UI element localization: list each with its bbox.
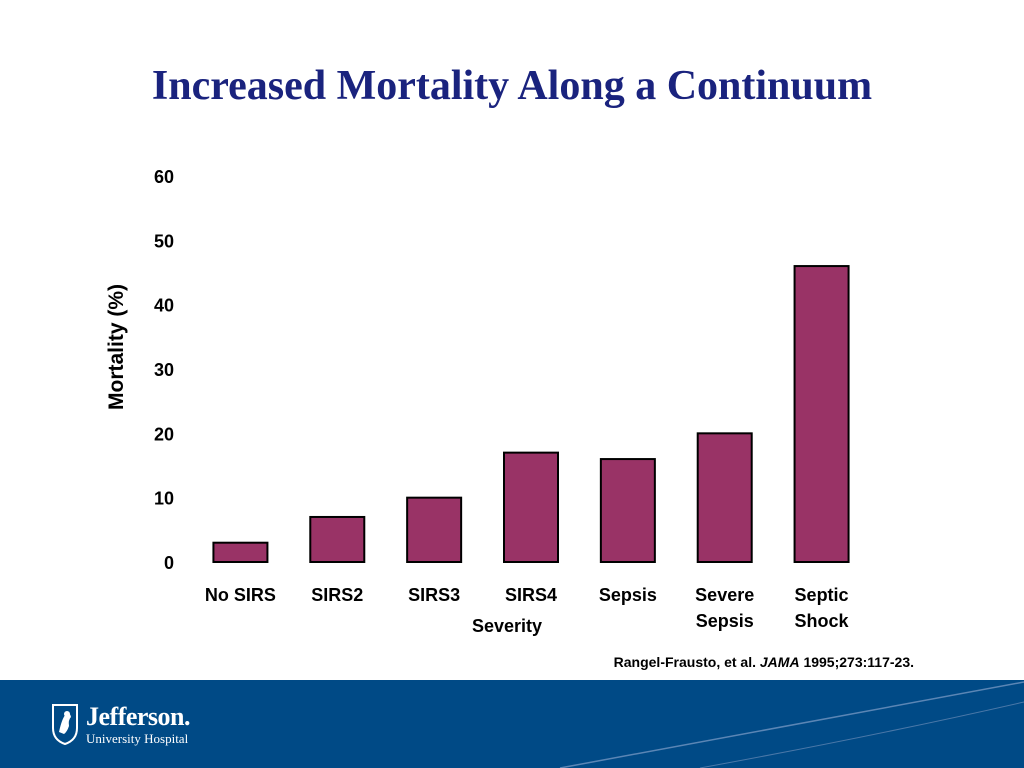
x-axis-label: Severity [472,616,542,636]
bar-chart: 0 10 20 30 40 50 60 Mortality (%) No SIRS SIRS2 SI… [105,167,850,636]
bar-septic-shock [793,265,850,563]
logo-name: Jefferson. [86,701,191,731]
citation-authors: Rangel-Frausto, et al. [613,654,756,670]
citation: Rangel-Frausto, et al. JAMA 1995;273:117… [614,654,914,670]
bar-sirs4 [503,451,559,563]
footer-decorative-lines [559,681,1024,768]
x-tick-label: No SIRS [205,585,276,605]
x-tick-label: SIRS4 [505,585,557,605]
y-tick-label: 20 [154,424,174,444]
bar-sepsis [599,458,656,564]
citation-journal: JAMA [759,654,800,670]
x-tick-label: Shock [795,611,850,631]
y-tick-label: 0 [164,553,174,573]
x-tick-label: SIRS3 [408,585,460,605]
y-tick-label: 50 [154,231,174,251]
x-tick-label: Sepsis [599,585,657,605]
slide-title: Increased Mortality Along a Continuum [151,63,873,109]
y-axis-label: Mortality (%) [105,284,128,410]
bar-sirs2 [309,515,366,564]
y-tick-label: 10 [154,489,174,509]
footer-band [0,680,1024,768]
y-tick-label: 60 [154,167,174,187]
x-tick-label: Severe [695,585,754,605]
x-tick-label: Septic [795,585,849,605]
jefferson-logo: Jefferson. University Hospital [50,701,191,746]
x-tick-label: SIRS2 [311,585,363,605]
logo-subtitle: University Hospital [86,730,189,746]
bar-no-sirs [212,541,269,564]
bar-severe-sepsis [696,432,753,564]
jefferson-shield-icon [52,704,78,746]
y-tick-label: 40 [154,296,174,316]
x-tick-label: Sepsis [696,611,754,631]
bar-sirs3 [406,496,463,563]
citation-details: 1995;273:117-23. [803,654,914,670]
y-tick-label: 30 [154,360,174,380]
